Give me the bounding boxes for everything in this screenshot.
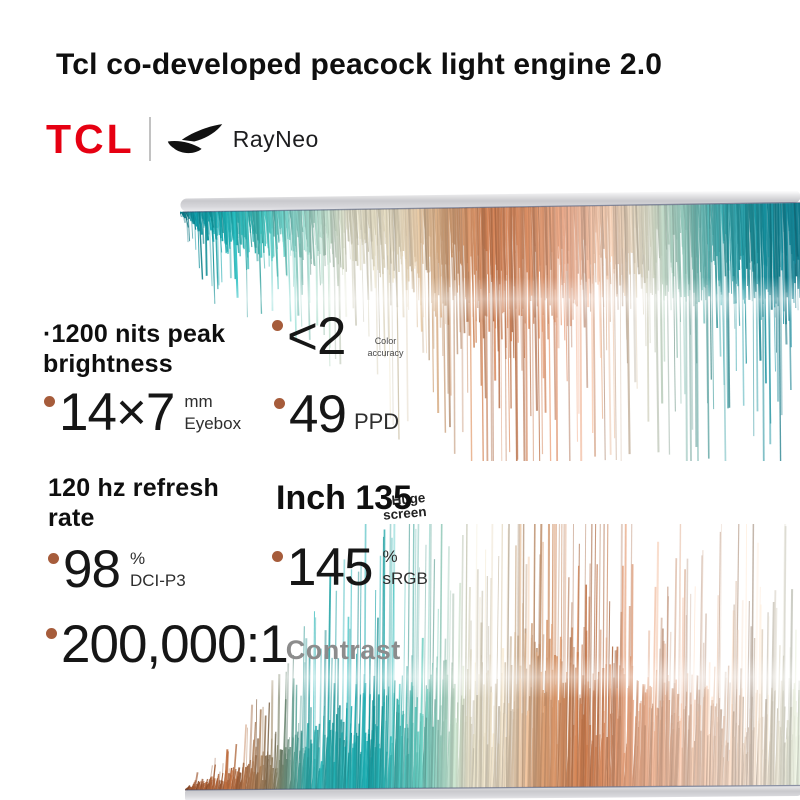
spec-ppd: 49 PPD [274, 385, 400, 444]
spec-eyebox-units: mm Eyebox [184, 391, 241, 438]
spec-peak-brightness: ·1200 nits peak brightness [43, 320, 226, 378]
spec-eyebox-label: Eyebox [184, 414, 242, 434]
bullet-dot [48, 553, 59, 564]
spec-color-accuracy-note-line2: accuracy [367, 347, 404, 358]
rayneo-wordmark: RayNeo [232, 125, 319, 152]
bullet-dot [272, 551, 283, 562]
spec-eyebox: 14×7 mm Eyebox [44, 383, 241, 442]
spec-contrast-value: 200,000:1 [61, 615, 289, 674]
page-title: Tcl co-developed peacock light engine 2.… [56, 48, 663, 81]
spec-contrast: 200,000:1 Contrast [46, 615, 401, 674]
spec-eyebox-unit: mm [184, 392, 213, 411]
spec-srgb-label: sRGB [382, 569, 428, 589]
artwork-bottom-light-spikes [185, 524, 800, 800]
spec-srgb: 145 % sRGB [272, 538, 428, 597]
spec-refresh-rate: 120 hz refresh rate [48, 474, 219, 532]
spec-color-accuracy-value: <2 [287, 307, 346, 366]
spec-dci-p3-units: % DCI-P3 [130, 548, 186, 595]
artwork-top-svg [180, 191, 800, 461]
rayneo-bird-icon [167, 124, 222, 154]
spec-color-accuracy-note: Color accuracy [367, 336, 403, 362]
spec-srgb-unit: % [382, 547, 398, 566]
spec-dci-p3-unit: % [129, 549, 146, 568]
spec-dci-p3-value: 98 [63, 540, 121, 599]
brand-divider [148, 117, 151, 161]
spec-dci-p3-label: DCI-P3 [129, 571, 186, 591]
bullet-dot [46, 628, 57, 639]
spec-eyebox-value: 14×7 [59, 383, 175, 442]
spec-color-accuracy: <2 Color accuracy [272, 307, 403, 366]
spec-screen-label: Inch 135 [276, 479, 413, 517]
spec-dci-p3: 98 % DCI-P3 [48, 540, 186, 599]
spec-ppd-value: 49 [289, 385, 347, 444]
spec-srgb-value: 145 [287, 538, 373, 597]
artwork-top-light-fringe [180, 191, 800, 461]
brand-lockup: TCL RayNeo [46, 116, 319, 162]
bullet-dot [44, 396, 55, 407]
spec-srgb-units: % sRGB [382, 546, 427, 593]
bullet-dot [272, 320, 283, 331]
artwork-bottom-svg [185, 524, 800, 800]
spec-ppd-unit: PPD [353, 409, 400, 435]
tcl-logo: TCL [46, 115, 135, 162]
spec-screen-size: Huge screen Inch 135 [276, 479, 427, 523]
spec-color-accuracy-note-line1: Color [374, 336, 397, 346]
bullet-dot [274, 398, 285, 409]
spec-contrast-label: Contrast [285, 635, 401, 666]
